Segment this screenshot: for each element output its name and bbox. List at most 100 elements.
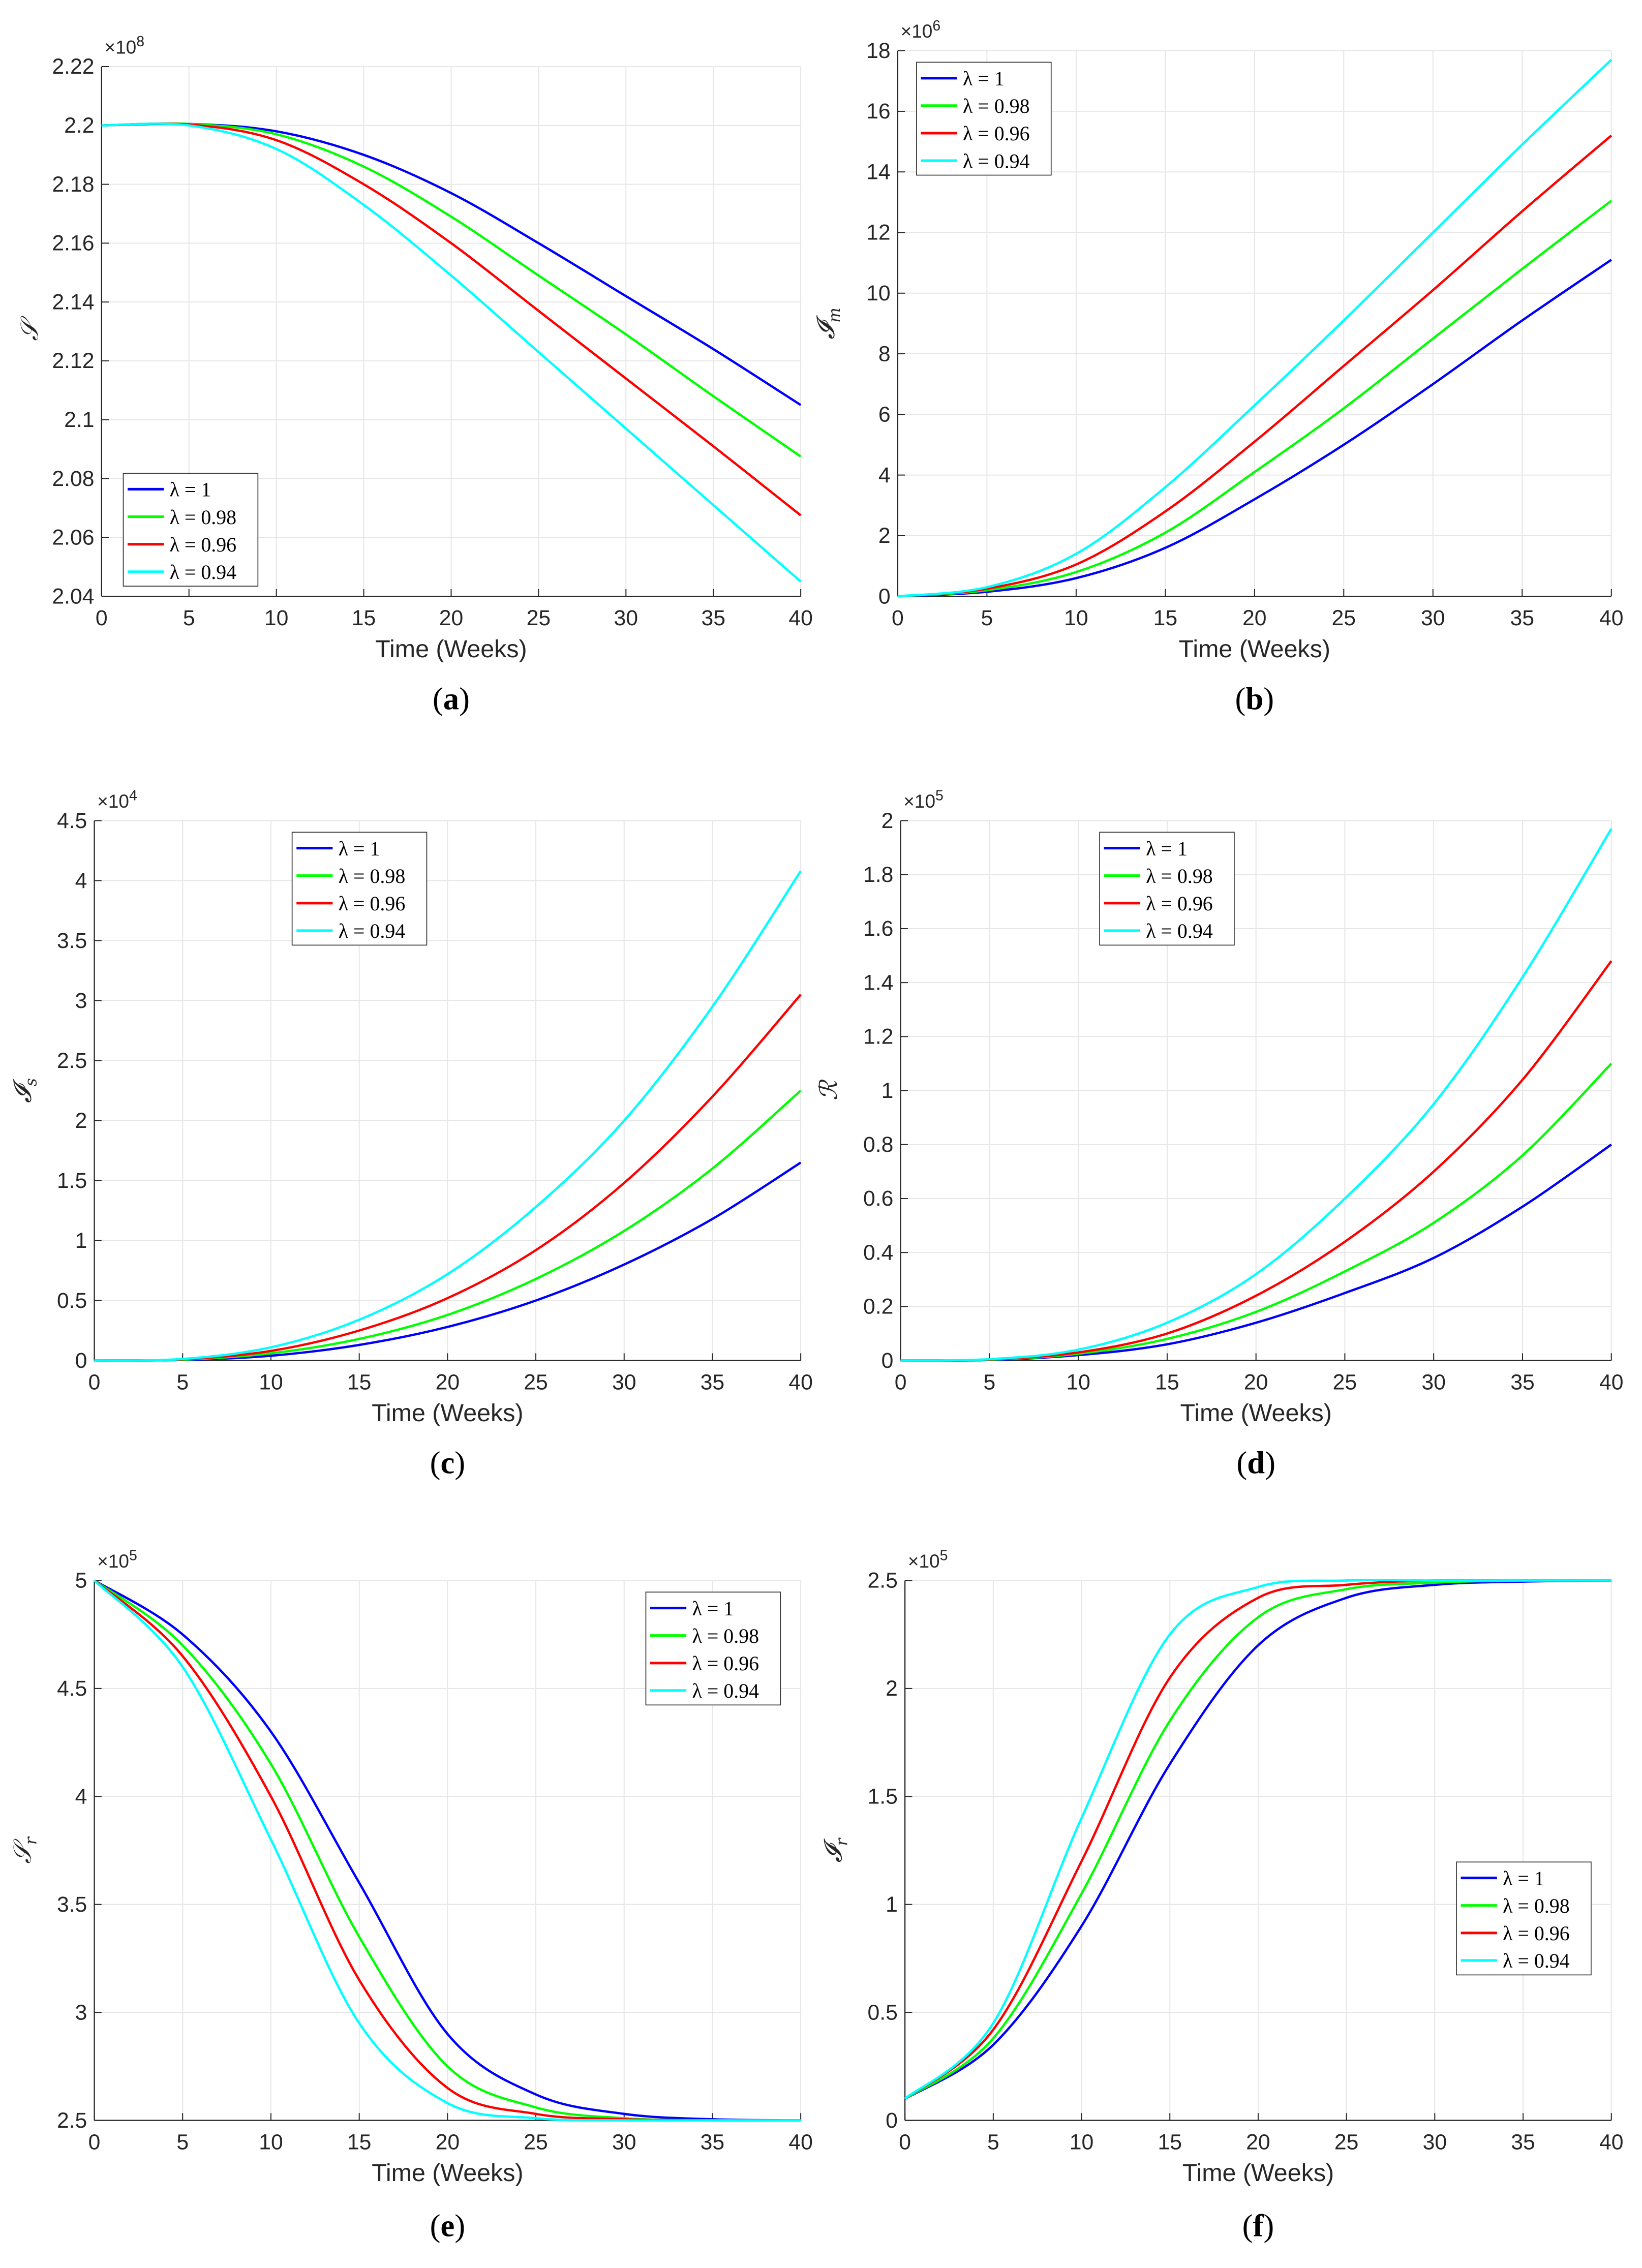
legend-entry: λ = 1 — [692, 1597, 734, 1620]
caption-letter: e — [440, 2208, 454, 2243]
y-tick-label: 3 — [75, 2000, 87, 2025]
x-tick-label: 30 — [1421, 606, 1445, 630]
y-tick-label: 1.6 — [863, 916, 893, 941]
legend-entry: λ = 0.98 — [339, 865, 406, 887]
series-line-3 — [94, 870, 802, 1362]
legend-entry: λ = 0.94 — [963, 149, 1030, 172]
caption-paren-open: ( — [1236, 1445, 1247, 1481]
y-tick-label: 0.5 — [868, 2000, 898, 2025]
legend-entry: λ = 0.94 — [1146, 920, 1213, 942]
series-line-3 — [900, 828, 1613, 1362]
x-tick-label: 30 — [614, 606, 638, 630]
series-line-3 — [93, 1579, 801, 2122]
x-tick-label: 40 — [788, 1370, 812, 1395]
series-line-1 — [897, 200, 1613, 598]
y-tick-label: 2.5 — [57, 2108, 87, 2133]
y-tick-label: 2.04 — [52, 584, 94, 608]
multiplier-base: ×10 — [908, 1550, 940, 1572]
caption-paren-close: ) — [454, 2208, 465, 2243]
legend-entry: λ = 0.98 — [1503, 1894, 1569, 1917]
y-multiplier: ×104 — [97, 788, 137, 812]
y-tick-label: 2.18 — [52, 172, 94, 197]
series-line-2 — [94, 994, 802, 1362]
y-tick-label: 4.5 — [57, 1676, 87, 1701]
y-axis-label: 𝓘m — [812, 308, 844, 339]
y-tick-label: 0.4 — [863, 1240, 893, 1265]
y-tick-label: 8 — [878, 342, 891, 366]
x-tick-label: 0 — [892, 606, 904, 630]
x-tick-label: 10 — [264, 606, 288, 630]
legend-entry: λ = 1 — [339, 837, 380, 860]
y-axis-symbol: ℛ — [814, 1079, 843, 1100]
x-tick-label: 25 — [527, 606, 551, 630]
caption-paren-close: ) — [1263, 2208, 1274, 2243]
y-tick-label: 14 — [866, 160, 890, 184]
series-line-0 — [897, 259, 1613, 598]
x-tick-label: 0 — [96, 606, 108, 630]
x-tick-label: 30 — [1423, 2130, 1447, 2155]
x-axis-label: Time (Weeks) — [372, 2159, 523, 2187]
x-tick-label: 35 — [1510, 606, 1534, 630]
multiplier-exponent: 8 — [136, 34, 144, 50]
legend-entry: λ = 1 — [1146, 837, 1188, 860]
y-axis-label: 𝒮r — [8, 1836, 40, 1863]
x-tick-label: 20 — [439, 606, 464, 630]
multiplier-exponent: 4 — [129, 788, 137, 804]
legend-entry: λ = 0.96 — [692, 1652, 759, 1675]
multiplier-base: ×10 — [901, 20, 933, 42]
x-tick-label: 5 — [984, 1370, 996, 1395]
legend: λ = 1 λ = 0.98 λ = 0.96 λ = 0.94 — [291, 832, 428, 946]
x-tick-label: 40 — [1599, 1370, 1624, 1395]
x-tick-label: 15 — [1158, 2130, 1182, 2155]
x-tick-label: 20 — [1244, 1370, 1268, 1395]
y-tick-label: 0.5 — [57, 1289, 87, 1313]
x-tick-label: 30 — [612, 2130, 636, 2155]
x-tick-label: 10 — [259, 1370, 283, 1395]
x-tick-label: 35 — [701, 1370, 725, 1395]
legend: λ = 1 λ = 0.98 λ = 0.96 λ = 0.94 — [123, 473, 259, 587]
caption-paren-close: ) — [459, 681, 470, 716]
legend: λ = 1 λ = 0.98 λ = 0.96 λ = 0.94 — [1099, 832, 1235, 946]
legend-entry: λ = 0.94 — [170, 561, 237, 584]
caption-paren-close: ) — [1265, 1445, 1275, 1481]
x-tick-label: 15 — [347, 2130, 371, 2155]
legend-box — [645, 1591, 781, 1706]
legend-entry: λ = 1 — [170, 478, 211, 501]
caption-letter: b — [1245, 681, 1263, 716]
y-tick-label: 3.5 — [57, 929, 87, 953]
x-tick-label: 0 — [899, 2130, 911, 2155]
y-tick-label: 0 — [886, 2108, 898, 2133]
legend: λ = 1 λ = 0.98 λ = 0.96 λ = 0.94 — [916, 62, 1052, 176]
x-tick-label: 20 — [436, 2130, 460, 2155]
series-line-3 — [897, 58, 1613, 598]
legend-box — [916, 62, 1052, 176]
multiplier-exponent: 5 — [940, 1548, 948, 1564]
caption-letter: d — [1247, 1445, 1265, 1481]
y-multiplier: ×105 — [97, 1548, 137, 1572]
x-tick-label: 30 — [1421, 1370, 1445, 1395]
y-tick-label: 2.06 — [52, 526, 94, 550]
y-tick-label: 2.14 — [52, 290, 94, 314]
chart-panel-c: 0 5 10 15 20 25 30 35 4000.511.522.533.544.5×104… — [8, 788, 813, 1481]
legend: λ = 1 λ = 0.98 λ = 0.96 λ = 0.94 — [645, 1591, 781, 1706]
caption-letter: f — [1253, 2208, 1264, 2243]
y-tick-label: 10 — [866, 281, 890, 305]
x-tick-label: 10 — [259, 2130, 283, 2155]
y-tick-label: 4.5 — [57, 809, 87, 833]
multiplier-base: ×10 — [104, 36, 136, 57]
series-line-2 — [897, 134, 1613, 598]
y-axis-subscript: r — [22, 1836, 41, 1845]
x-tick-label: 20 — [1246, 2130, 1270, 2155]
caption-paren-close: ) — [1263, 681, 1274, 716]
multiplier-base: ×10 — [97, 790, 129, 812]
y-tick-label: 2 — [881, 809, 894, 833]
y-multiplier: ×105 — [908, 1548, 948, 1572]
y-tick-label: 3.5 — [57, 1892, 87, 1917]
panel-caption: (e) — [430, 2208, 466, 2243]
y-tick-label: 4 — [878, 463, 891, 487]
caption-letter: a — [443, 681, 459, 716]
y-tick-label: 4 — [75, 1785, 87, 1809]
y-tick-label: 18 — [866, 39, 890, 63]
